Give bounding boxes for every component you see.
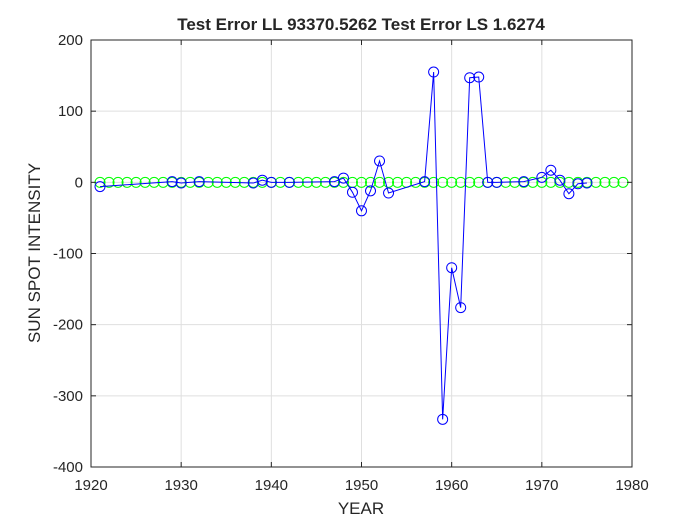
ll-error-point: [365, 185, 377, 197]
x-tick-label: 1960: [435, 477, 468, 494]
ls-error-point: [473, 176, 485, 188]
x-tick-label: 1940: [255, 477, 288, 494]
ls-error-point: [112, 176, 124, 188]
ll-error-point: [193, 176, 205, 188]
y-tick-label: -300: [53, 388, 83, 405]
chart-title: Test Error LL 93370.5262 Test Error LS 1…: [177, 15, 545, 34]
ls-error-point: [590, 176, 602, 188]
ll-error-point: [337, 172, 349, 184]
ls-error-point: [337, 176, 349, 188]
ls-error-point: [464, 176, 476, 188]
ll-error-line: [99, 71, 587, 420]
y-tick-label: 100: [58, 103, 83, 120]
ll-error-point: [455, 302, 467, 314]
y-tick-label: -400: [53, 459, 83, 476]
ls-error-point: [383, 176, 395, 188]
ll-error-point: [175, 177, 187, 189]
ll-error-point: [94, 181, 106, 193]
ls-error-point: [365, 176, 377, 188]
ls-error-point: [608, 176, 620, 188]
ls-error-point: [374, 176, 386, 188]
ls-error-point: [356, 176, 367, 188]
ll-error-point: [166, 176, 178, 188]
ll-error-point: [428, 66, 440, 78]
ll-series: [94, 66, 593, 425]
ll-error-point: [446, 262, 458, 274]
ls-error-point: [527, 176, 539, 188]
ll-error-point: [473, 71, 485, 83]
y-tick-label: 200: [58, 32, 83, 49]
x-axis-label: YEAR: [338, 499, 384, 518]
ll-error-point: [383, 187, 395, 199]
ll-error-point: [346, 186, 358, 198]
ll-error-point: [283, 176, 295, 188]
y-tick-label: -100: [53, 246, 83, 263]
ls-error-point: [139, 176, 151, 188]
x-tick-label: 1970: [525, 477, 558, 494]
ll-error-point: [536, 171, 548, 183]
y-tick-label: 0: [75, 174, 83, 191]
ll-error-point: [572, 178, 584, 190]
ls-error-point: [392, 176, 404, 188]
ll-error-point: [265, 176, 277, 188]
axis-ticks: 1920 1930 1940 1950 1960 1970 1980 200 100 0 -100 -…: [53, 32, 649, 494]
x-tick-label: 1920: [74, 477, 107, 494]
ll-error-point: [464, 72, 476, 84]
ll-error-point: [437, 413, 449, 425]
ls-error-point: [428, 176, 440, 188]
ll-error-point: [419, 176, 431, 188]
ll-error-point: [563, 188, 575, 200]
ls-error-point: [121, 176, 133, 188]
ls-error-point: [437, 176, 449, 188]
ls-error-point: [599, 176, 611, 188]
ll-error-point: [518, 176, 530, 188]
y-axis-label: SUN SPOT INTENSITY: [25, 163, 44, 343]
x-tick-label: 1950: [345, 477, 378, 494]
ll-error-point: [374, 155, 386, 167]
ll-error-point: [545, 164, 557, 176]
ll-error-point: [581, 177, 593, 189]
ll-error-point: [482, 176, 494, 188]
ll-error-point: [554, 174, 566, 186]
ls-error-point: [446, 176, 458, 188]
ll-error-point: [356, 205, 367, 217]
x-tick-label: 1930: [164, 477, 197, 494]
ls-error-point: [103, 176, 115, 188]
y-tick-label: -200: [53, 317, 83, 334]
x-tick-label: 1980: [615, 477, 648, 494]
ls-error-point: [130, 176, 142, 188]
ls-error-point: [410, 176, 422, 188]
ll-error-point: [491, 176, 503, 188]
